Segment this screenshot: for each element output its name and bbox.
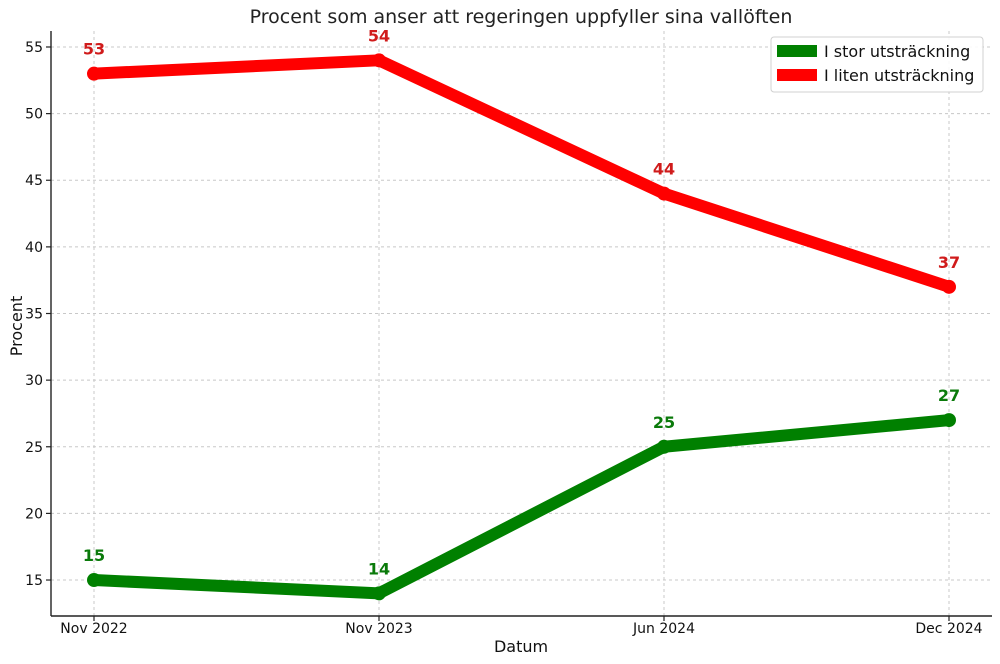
data-point: [657, 439, 671, 454]
x-tick-label: Nov 2022: [60, 621, 127, 637]
legend-box: [770, 36, 984, 93]
y-tick-label: 40: [25, 240, 43, 256]
data-points: [87, 53, 956, 601]
data-label: 53: [83, 40, 105, 59]
series-lines: [88, 54, 955, 600]
x-tick-label: Dec 2024: [915, 621, 982, 637]
data-point: [372, 586, 386, 601]
series-line: [88, 414, 955, 600]
series-line: [88, 54, 955, 293]
gridlines: [51, 31, 992, 616]
data-label: 15: [83, 546, 105, 565]
y-axis-label: Procent: [7, 296, 26, 356]
data-label: 27: [938, 386, 960, 405]
chart-title: Procent som anser att regeringen uppfyll…: [250, 6, 793, 28]
x-axis-label: Datum: [494, 637, 548, 656]
legend-label: I liten utsträckning: [824, 66, 974, 85]
data-label: 54: [368, 26, 390, 45]
data-point: [372, 53, 386, 68]
y-tick-label: 15: [25, 573, 43, 589]
data-point: [87, 66, 101, 81]
data-label: 44: [653, 160, 675, 179]
tick-labels: 15 20 25 30 35 40 45 50 55 Nov 2022 Nov 2023 Jun 20…: [25, 40, 983, 637]
x-tick-label: Jun 2024: [632, 621, 695, 637]
data-point: [87, 573, 101, 588]
legend-label: I stor utsträckning: [824, 42, 970, 61]
data-label: 25: [653, 413, 675, 432]
data-label: 37: [938, 253, 960, 272]
y-tick-label: 30: [25, 373, 43, 389]
y-tick-label: 50: [25, 107, 43, 123]
y-tick-label: 45: [25, 173, 43, 189]
data-point: [657, 186, 671, 201]
y-tick-label: 20: [25, 506, 43, 522]
y-tick-label: 25: [25, 440, 43, 456]
y-tick-label: 55: [25, 40, 43, 56]
data-point: [942, 413, 956, 428]
data-label: 14: [368, 559, 390, 578]
data-point: [942, 279, 956, 294]
legend: I stor utsträckning I liten utsträckning: [770, 36, 984, 93]
x-tick-label: Nov 2023: [345, 621, 412, 637]
axes: [46, 31, 992, 621]
data-labels: 15 14 25 27 53 54 44 37: [83, 26, 960, 578]
y-tick-label: 35: [25, 307, 43, 323]
